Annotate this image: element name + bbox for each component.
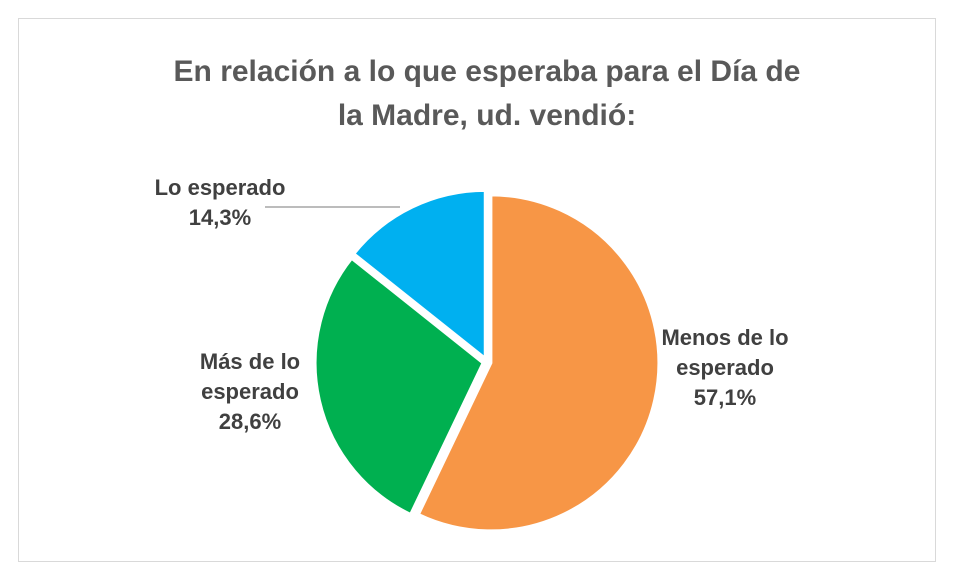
value-label: 14,3% <box>188 205 252 230</box>
chart-title: En relación a lo que esperaba para el Dí… <box>173 55 801 132</box>
chart-frame <box>18 18 936 562</box>
category-label: Menos de lo esperado <box>661 325 789 380</box>
pie-slice <box>313 256 485 517</box>
data-label: Más de lo esperado 28,6% <box>170 347 330 437</box>
data-label: Menos de lo esperado 57,1% <box>650 323 800 413</box>
value-label: 57,1% <box>693 385 757 410</box>
data-label: Lo esperado 14,3% <box>120 173 320 233</box>
category-label: Más de lo esperado <box>199 349 301 404</box>
pie-slice <box>416 193 661 533</box>
pie-slice <box>351 188 487 362</box>
category-label: Lo esperado <box>154 175 286 200</box>
value-label: 28,6% <box>218 409 282 434</box>
